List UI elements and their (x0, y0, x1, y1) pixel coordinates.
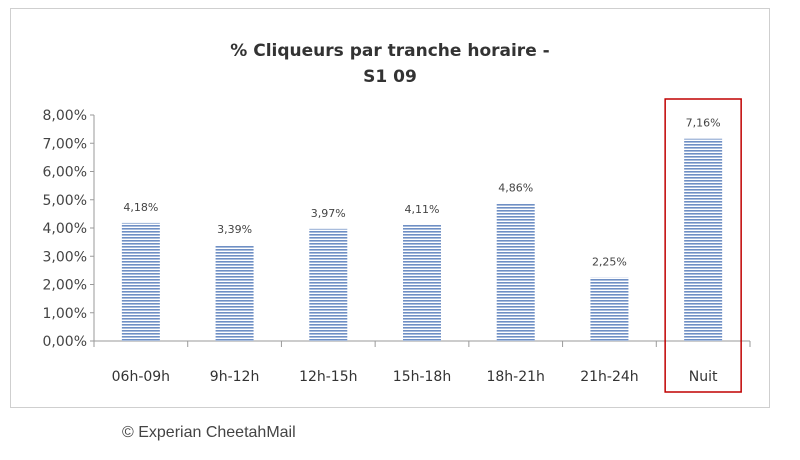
bar (215, 245, 254, 341)
y-tick-label: 4,00% (43, 221, 87, 237)
bar (496, 203, 535, 341)
plot-area: 0,00% 1,00% 2,00% 3,00% 4,00% 5,00% 6,00% 7,00%… (43, 98, 751, 393)
x-category-label: 9h-12h (210, 369, 260, 385)
bar (590, 277, 629, 341)
y-tick-label: 7,00% (43, 136, 87, 152)
data-label: 3,39% (217, 223, 252, 236)
y-tick-label: 1,00% (43, 306, 87, 322)
data-label: 3,97% (311, 207, 346, 220)
highlight-box (664, 98, 742, 393)
chart-title-line-2: S1 09 (363, 67, 417, 87)
data-label: 2,25% (592, 255, 627, 268)
y-tick-label: 2,00% (43, 278, 87, 294)
x-category-label: 18h-21h (486, 369, 544, 385)
bar (121, 222, 160, 341)
y-tick-label: 3,00% (43, 249, 87, 265)
data-label: 4,86% (498, 182, 533, 195)
data-label: 7,16% (686, 117, 721, 130)
x-category-label: 06h-09h (112, 369, 170, 385)
bar (403, 224, 441, 341)
y-tick-label: 0,00% (43, 334, 87, 350)
y-tick-label: 6,00% (43, 165, 87, 181)
x-category-label: 12h-15h (299, 369, 357, 385)
x-category-label: 21h-24h (580, 369, 638, 385)
bar (309, 228, 348, 341)
bar (684, 138, 723, 341)
x-category-label: 15h-18h (393, 369, 451, 385)
y-tick-label: 8,00% (43, 108, 87, 124)
y-tick-label: 5,00% (43, 193, 87, 209)
x-category-label: Nuit (689, 369, 718, 385)
data-label: 4,18% (123, 201, 158, 214)
footer-credit: © Experian CheetahMail (122, 424, 296, 441)
chart-title-line-1: % Cliqueurs par tranche horaire - (230, 41, 549, 61)
data-label: 4,11% (405, 203, 440, 216)
